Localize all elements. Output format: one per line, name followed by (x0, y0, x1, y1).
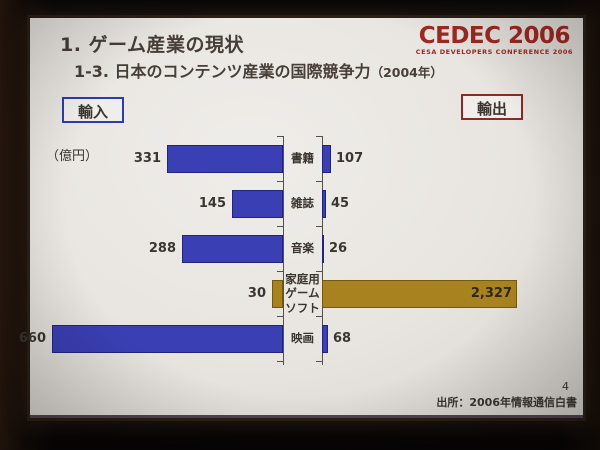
import-bar (52, 324, 283, 353)
source-caption: 出所：2006年情報通信白書 (436, 396, 577, 409)
slide-subtitle: 1-3. 日本のコンテンツ産業の国際競争力（2004年） (74, 58, 443, 82)
export-value-label: 68 (333, 331, 352, 346)
export-zone: 2,327 (322, 279, 583, 308)
import-zone: 145 (30, 189, 283, 218)
import-value-label: 288 (148, 241, 176, 256)
import-value-label: 331 (133, 151, 161, 166)
category-label: 映画 (291, 331, 314, 346)
category-label: 書籍 (291, 151, 314, 166)
export-value-label: 107 (336, 151, 364, 166)
export-bar: 2,327 (322, 279, 517, 308)
import-zone: 660 (19, 324, 283, 353)
axis-tick (316, 361, 323, 362)
import-value-label: 145 (198, 196, 226, 211)
chart-row: 331 書籍 107 (30, 136, 583, 181)
slide-title: 1. ゲーム産業の現状 (60, 34, 244, 56)
axis-tick (316, 271, 323, 272)
import-zone: 331 (30, 144, 283, 173)
cedec-logo-title: CEDEC 2006 (418, 23, 571, 49)
category-label: 家庭用ゲームソフト (285, 271, 320, 315)
import-bar (272, 279, 283, 308)
axis-tick (277, 271, 284, 272)
export-zone: 26 (322, 234, 583, 263)
import-zone: 288 (30, 234, 283, 263)
chart-row: 30 家庭用ゲームソフト 2,327 (30, 271, 583, 316)
slide-subtitle-text: 1-3. 日本のコンテンツ産業の国際競争力 (74, 62, 371, 81)
presentation-slide: 1. ゲーム産業の現状 1-3. 日本のコンテンツ産業の国際競争力（2004年）… (19, 18, 583, 418)
axis-tick (316, 136, 323, 137)
export-bar (322, 144, 331, 173)
cedec-logo: CEDEC 2006 CESA DEVELOPERS CONFERENCE 20… (416, 24, 573, 56)
chart-row: 288 音楽 26 (30, 226, 583, 271)
export-label-box: 輸出 (461, 94, 523, 120)
import-zone: 30 (30, 279, 283, 308)
unit-label: （億円） (46, 149, 99, 164)
bar-chart: 331 書籍 107 145 雑誌 45 288 音楽 26 30 家庭用ゲームソフト 2,327 66… (19, 136, 583, 368)
export-bar (322, 234, 324, 263)
export-zone: 45 (322, 189, 583, 218)
chart-row: 145 雑誌 45 (30, 181, 583, 226)
chart-rows: 331 書籍 107 145 雑誌 45 288 音楽 26 30 家庭用ゲームソフト 2,327 66… (19, 136, 583, 361)
import-bar (182, 234, 283, 263)
axis-tick (277, 361, 284, 362)
export-value-label: 26 (329, 241, 348, 256)
axis-tick (316, 226, 323, 227)
axis-tick (277, 181, 284, 182)
import-value-label: 660 (18, 331, 46, 346)
import-label-box: 輸入 (62, 97, 124, 123)
axis-tick (316, 316, 323, 317)
import-bar (232, 189, 283, 218)
cedec-logo-subtitle: CESA DEVELOPERS CONFERENCE 2006 (415, 48, 573, 57)
export-zone: 68 (322, 324, 583, 353)
axis-tick (277, 226, 284, 227)
category-label: 雑誌 (291, 196, 314, 211)
axis-tick (277, 316, 284, 317)
import-bar (167, 144, 283, 173)
axis-tick (316, 181, 323, 182)
export-bar (322, 189, 326, 218)
left-axis (277, 136, 284, 365)
export-bar (322, 324, 328, 353)
export-zone: 107 (322, 144, 583, 173)
export-value-label: 45 (331, 196, 350, 211)
category-label: 音楽 (291, 241, 314, 256)
slide-subtitle-year: （2004年） (370, 65, 443, 80)
page-number: 4 (562, 380, 569, 393)
import-value-label: 30 (247, 286, 266, 301)
export-value-label: 2,327 (470, 286, 512, 301)
axis-tick (277, 136, 284, 137)
chart-row: 660 映画 68 (19, 316, 583, 361)
